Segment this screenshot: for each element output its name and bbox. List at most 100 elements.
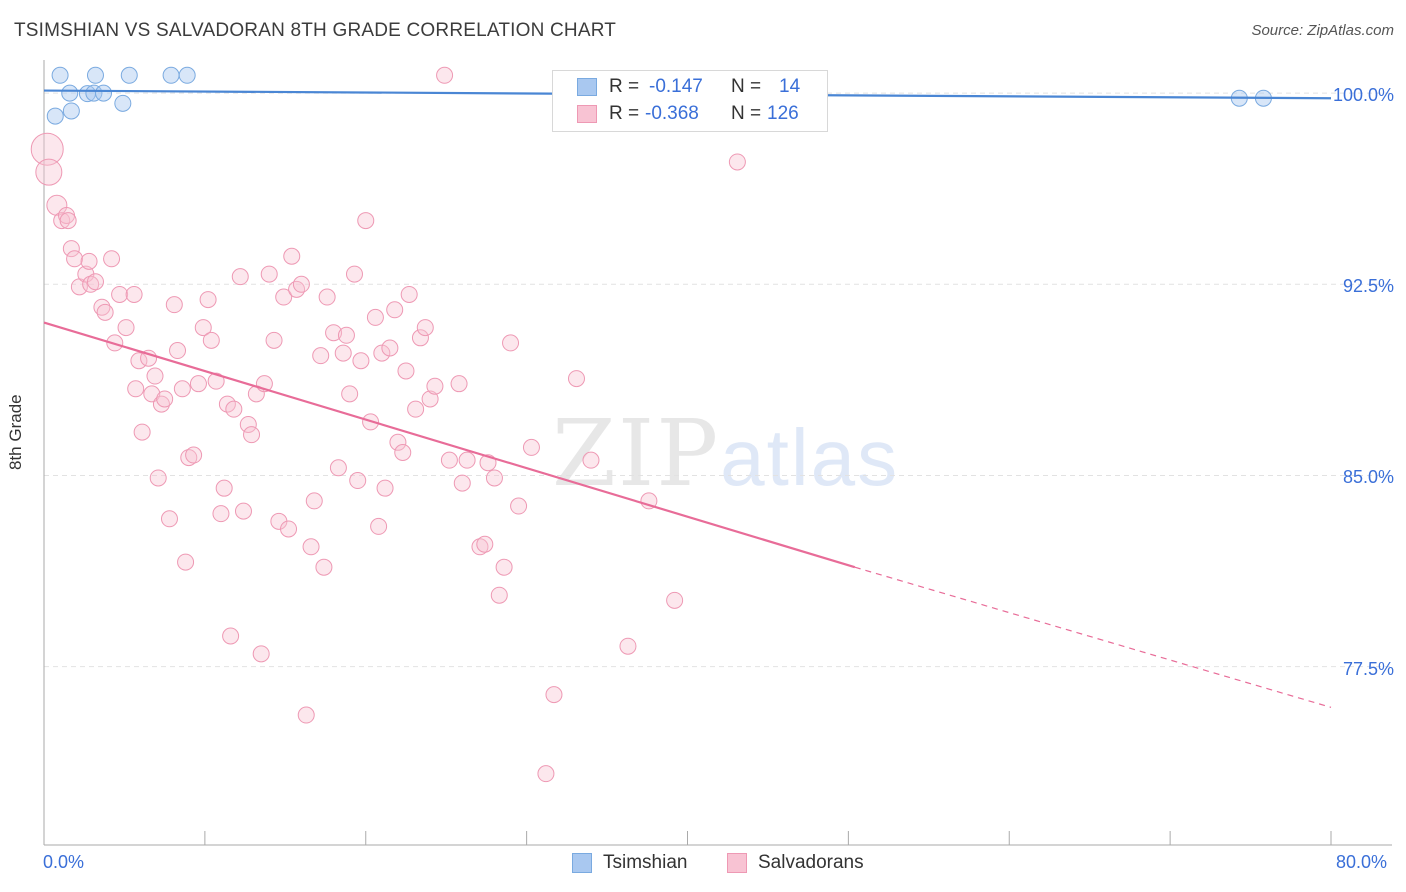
tsimshian-point bbox=[51, 66, 69, 84]
salvadoran-point bbox=[152, 395, 170, 413]
salvadoran-point bbox=[62, 240, 80, 258]
salvadoran-point bbox=[194, 319, 212, 337]
salvadoran-point bbox=[341, 385, 359, 403]
tsimshian-point bbox=[85, 84, 103, 102]
salvadoran-point bbox=[292, 275, 310, 293]
x-tick-label-max: 80.0% bbox=[1336, 852, 1388, 872]
salvadoran-point bbox=[436, 66, 454, 84]
salvadoran-point bbox=[305, 492, 323, 510]
salvadoran-point bbox=[407, 400, 425, 418]
salvadoran-point bbox=[394, 444, 412, 461]
salvadoran-point bbox=[160, 510, 178, 528]
watermark-atlas: atlas bbox=[720, 413, 900, 502]
tsimshian-point bbox=[95, 84, 113, 102]
watermark-zip: ZIP bbox=[552, 400, 721, 507]
salvadoran-point bbox=[545, 686, 563, 704]
salvadoran-point bbox=[345, 265, 363, 283]
salvadoran-point bbox=[476, 535, 494, 553]
salvadoran-point bbox=[312, 347, 330, 365]
salvadoran-point bbox=[149, 469, 167, 487]
salvadoran-point bbox=[329, 459, 347, 477]
bottom-legend-salvadorans: Salvadorans bbox=[758, 852, 864, 873]
salvadoran-point bbox=[386, 301, 404, 319]
legend-swatch-salvadorans bbox=[577, 105, 597, 123]
salvadoran-point bbox=[280, 520, 298, 538]
salvadoran-point bbox=[453, 474, 471, 492]
salvadoran-point bbox=[288, 280, 306, 298]
salvadoran-point bbox=[146, 367, 164, 385]
salvadoran-point bbox=[450, 375, 468, 393]
salvadoran-point bbox=[582, 451, 600, 469]
salvadoran-point bbox=[302, 538, 320, 556]
salvadoran-point bbox=[243, 426, 261, 444]
salvadoran-point bbox=[397, 362, 415, 380]
legend-r-label: R = bbox=[609, 103, 640, 124]
salvadoran-point bbox=[35, 158, 63, 186]
salvadoran-point bbox=[111, 285, 129, 303]
tsimshian-point bbox=[114, 94, 132, 112]
y-tick-label: 100.0% bbox=[1332, 85, 1394, 105]
legend-n-label: N = bbox=[731, 103, 762, 124]
salvadoran-point bbox=[215, 479, 233, 497]
tsimshian-point bbox=[178, 66, 196, 84]
salvadoran-point bbox=[103, 250, 121, 268]
salvadoran-point bbox=[53, 212, 71, 230]
tsimshian-point bbox=[46, 107, 64, 125]
salvadoran-point bbox=[265, 331, 283, 349]
salvadoran-point bbox=[130, 352, 148, 370]
legend-n-value: 14 bbox=[779, 76, 801, 97]
salvadoran-point bbox=[222, 627, 240, 645]
tsimshian-point bbox=[162, 66, 180, 84]
salvadoran-point bbox=[231, 268, 249, 286]
y-tick-label: 92.5% bbox=[1342, 276, 1394, 296]
y-tick-label: 85.0% bbox=[1342, 467, 1394, 487]
salvadoran-point bbox=[510, 497, 528, 515]
salvadoran-point bbox=[173, 380, 191, 398]
legend-n-label: N = bbox=[731, 76, 762, 97]
salvadoran-point bbox=[728, 153, 746, 171]
salvadoran-point bbox=[440, 451, 458, 469]
salvadoran-trendline bbox=[43, 321, 856, 569]
salvadoran-point bbox=[66, 250, 84, 268]
salvadoran-point bbox=[275, 288, 293, 306]
salvadoran-point bbox=[156, 390, 174, 408]
legend-swatch-tsimshian bbox=[577, 78, 597, 96]
salvadoran-point bbox=[82, 275, 100, 293]
salvadoran-point bbox=[352, 352, 370, 370]
tsimshian-point bbox=[86, 66, 104, 84]
salvadoran-point bbox=[283, 247, 301, 265]
source-label: Source: ZipAtlas.com bbox=[1251, 22, 1394, 39]
legend-row-tsimshian: R = -0.147 N = 14 bbox=[553, 74, 827, 100]
salvadoran-point bbox=[522, 438, 540, 456]
salvadoran-point bbox=[349, 472, 367, 490]
salvadoran-point bbox=[177, 553, 195, 571]
legend-r-value: -0.368 bbox=[645, 103, 699, 124]
salvadoran-point bbox=[416, 319, 434, 337]
salvadoran-point bbox=[315, 558, 333, 576]
bottom-legend-tsimshian: Tsimshian bbox=[603, 852, 688, 873]
salvadoran-point bbox=[334, 344, 352, 362]
legend-row-salvadorans: R = -0.368 N = 126 bbox=[553, 101, 827, 127]
tsimshian-point bbox=[61, 84, 79, 102]
y-tick-label: 77.5% bbox=[1342, 659, 1394, 679]
legend-r-label: R = bbox=[609, 76, 640, 97]
salvadoran-point bbox=[133, 423, 151, 441]
salvadoran-point bbox=[252, 645, 270, 663]
salvadoran-point bbox=[325, 324, 343, 342]
legend-n-value: 126 bbox=[767, 103, 799, 124]
salvadoran-point bbox=[318, 288, 336, 306]
salvadoran-point bbox=[189, 375, 207, 393]
salvadoran-point bbox=[373, 344, 391, 362]
salvadoran-point bbox=[537, 765, 555, 783]
bottom-legend-swatch-tsimshian bbox=[572, 853, 592, 873]
salvadoran-point bbox=[421, 390, 439, 408]
salvadoran-point bbox=[400, 285, 418, 303]
salvadoran-point bbox=[93, 298, 111, 316]
salvadoran-point bbox=[185, 446, 203, 464]
salvadoran-point bbox=[207, 372, 225, 390]
salvadoran-point bbox=[337, 326, 355, 344]
watermark: ZIPatlas bbox=[552, 400, 899, 507]
salvadoran-point bbox=[59, 212, 77, 230]
x-tick-label-min: 0.0% bbox=[43, 852, 85, 872]
